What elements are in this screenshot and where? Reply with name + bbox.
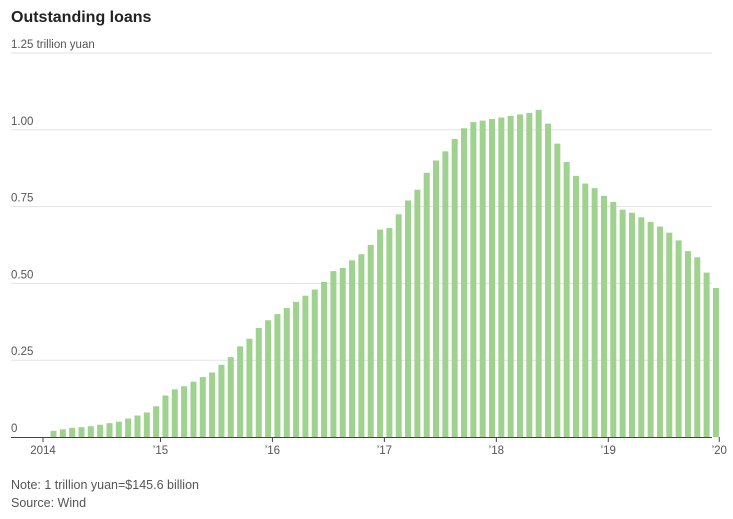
bar bbox=[218, 364, 225, 437]
bar bbox=[423, 172, 430, 438]
bar bbox=[78, 427, 85, 437]
y-tick-label: 0.50 bbox=[11, 269, 33, 281]
bar bbox=[237, 346, 244, 437]
bar bbox=[684, 251, 691, 437]
bar bbox=[209, 372, 216, 437]
x-tick-label: ’16 bbox=[265, 445, 280, 457]
bars bbox=[50, 109, 719, 438]
x-tick-label: ’15 bbox=[153, 445, 168, 457]
bar bbox=[293, 301, 300, 437]
bar bbox=[274, 314, 281, 437]
bar bbox=[638, 217, 645, 437]
y-tick-label: 0 bbox=[11, 423, 17, 435]
bar bbox=[405, 200, 412, 437]
bar bbox=[479, 120, 486, 438]
bar bbox=[498, 117, 505, 438]
bar bbox=[339, 268, 346, 437]
bar bbox=[461, 128, 468, 437]
bar bbox=[470, 122, 477, 438]
bar bbox=[227, 357, 234, 437]
bar bbox=[199, 377, 206, 437]
bar bbox=[115, 421, 122, 437]
bar bbox=[712, 288, 719, 437]
bar bbox=[507, 115, 514, 437]
chart-source: Source: Wind bbox=[11, 496, 87, 510]
bar bbox=[246, 338, 253, 437]
bar bbox=[535, 109, 542, 437]
bar bbox=[675, 240, 682, 437]
bar bbox=[367, 245, 374, 437]
bar bbox=[349, 260, 356, 437]
bar bbox=[302, 295, 309, 437]
bar bbox=[591, 188, 598, 437]
bar bbox=[619, 209, 626, 437]
bar bbox=[87, 426, 94, 437]
bar bbox=[656, 226, 663, 437]
bar bbox=[628, 212, 635, 437]
bar bbox=[106, 423, 113, 437]
bar bbox=[311, 289, 318, 437]
axes: 0 0.25 0.50 0.75 1.00 1.25 trillion yuan 2014 ’… bbox=[11, 39, 727, 457]
bar bbox=[526, 112, 533, 438]
x-tick-label: ’17 bbox=[377, 445, 392, 457]
x-tick-label: ’18 bbox=[489, 445, 504, 457]
bar bbox=[330, 271, 337, 437]
bar bbox=[647, 221, 654, 437]
bar bbox=[181, 386, 188, 437]
bar bbox=[134, 415, 141, 437]
bar bbox=[451, 139, 458, 438]
bar bbox=[433, 160, 440, 437]
bar bbox=[283, 307, 290, 437]
bar bbox=[442, 151, 449, 437]
bar bbox=[666, 232, 673, 437]
bar bbox=[59, 429, 66, 437]
bar bbox=[489, 119, 496, 437]
bar bbox=[703, 272, 710, 437]
bar bbox=[125, 418, 132, 437]
bar bbox=[143, 412, 150, 437]
bar bbox=[572, 175, 579, 437]
bar bbox=[69, 427, 76, 437]
bar bbox=[610, 201, 617, 437]
bar bbox=[395, 214, 402, 437]
x-tick-label: ’20 bbox=[712, 445, 727, 457]
bar bbox=[544, 123, 551, 437]
bar bbox=[563, 162, 570, 437]
bar bbox=[153, 406, 160, 437]
bar bbox=[386, 228, 393, 437]
bar bbox=[554, 143, 561, 437]
x-tick-label: 2014 bbox=[30, 445, 56, 457]
bar bbox=[162, 395, 169, 437]
bar bbox=[255, 327, 262, 437]
bar bbox=[97, 424, 104, 437]
bar bbox=[414, 189, 421, 437]
bar bbox=[265, 320, 272, 437]
bar bbox=[517, 114, 523, 437]
y-tick-label: 0.25 bbox=[11, 346, 33, 358]
chart-note: Note: 1 trillion yuan=$145.6 billion bbox=[11, 478, 199, 492]
bar bbox=[694, 257, 701, 437]
bar bbox=[171, 389, 178, 437]
y-tick-label: 0.75 bbox=[11, 193, 33, 205]
x-tick-label: ’19 bbox=[601, 445, 616, 457]
y-tick-label: 1.25 trillion yuan bbox=[11, 39, 95, 51]
bar bbox=[321, 281, 328, 437]
bar bbox=[377, 229, 384, 437]
y-tick-label: 1.00 bbox=[11, 116, 33, 128]
bar bbox=[358, 254, 365, 437]
bar bbox=[600, 195, 607, 437]
bar bbox=[582, 183, 589, 437]
bar bbox=[190, 381, 197, 437]
chart-title: Outstanding loans bbox=[11, 9, 152, 26]
bar bbox=[50, 430, 57, 437]
